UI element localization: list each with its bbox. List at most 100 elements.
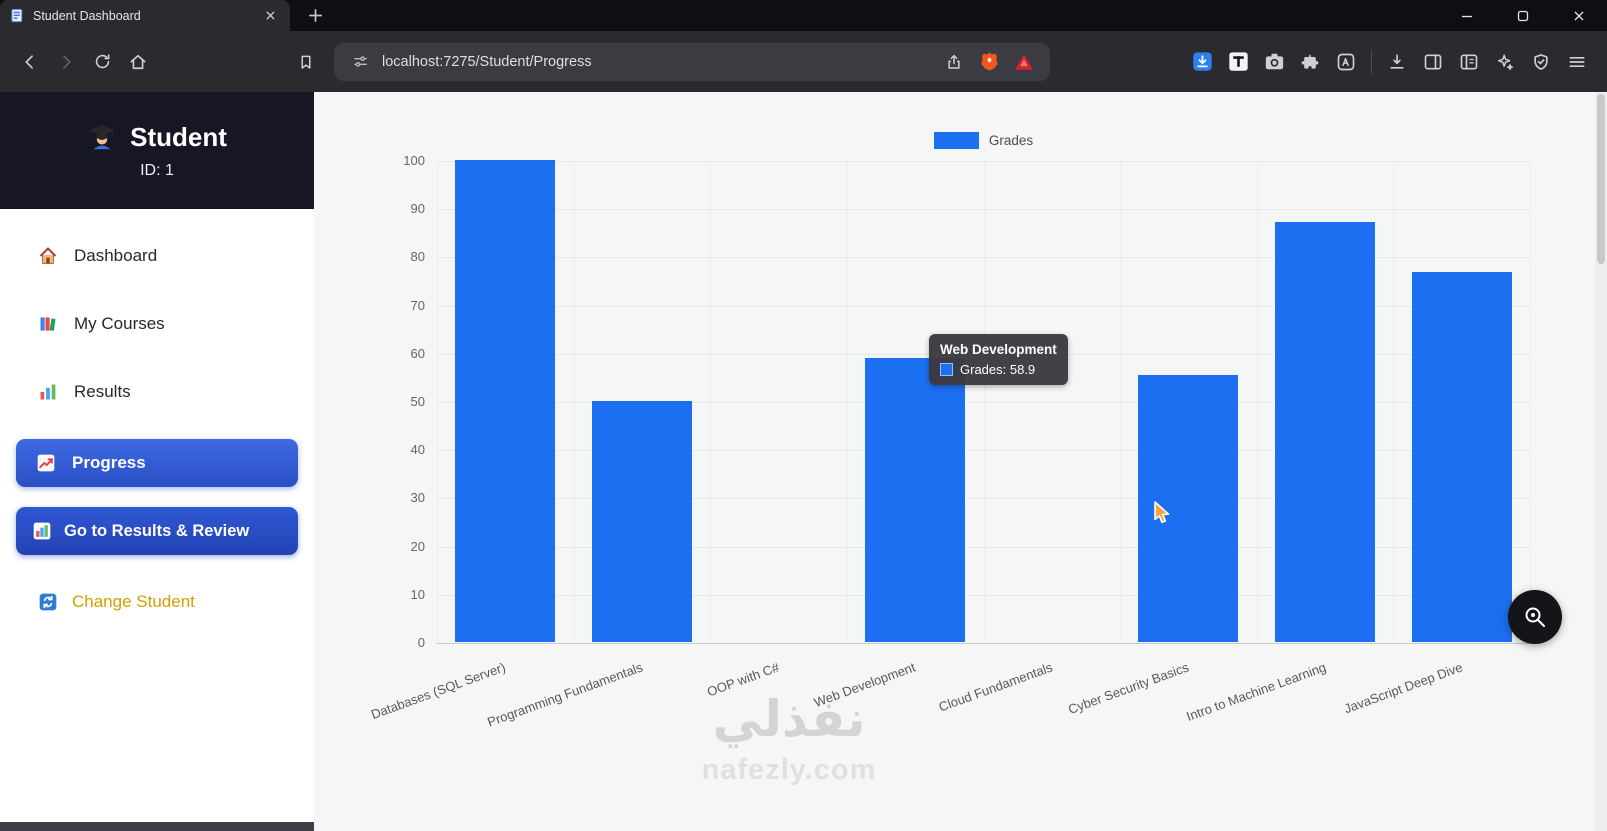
watermark: نفذلي nafezly.com bbox=[634, 690, 944, 787]
reload-button[interactable] bbox=[84, 44, 120, 80]
browser-toolbar: localhost:7275/Student/Progress bbox=[0, 31, 1607, 92]
x-axis-label: Programming Fundamentals bbox=[485, 659, 645, 730]
maximize-button[interactable] bbox=[1495, 0, 1551, 31]
translate-extension-icon[interactable] bbox=[1328, 44, 1364, 80]
sidebar-item-label: Dashboard bbox=[74, 246, 158, 265]
address-bar[interactable]: localhost:7275/Student/Progress bbox=[334, 42, 1050, 81]
y-axis-label: 20 bbox=[410, 538, 425, 554]
y-axis-label: 30 bbox=[410, 490, 425, 506]
change-student-button[interactable]: Change Student bbox=[0, 581, 314, 623]
sidebar-item-results[interactable]: Results bbox=[0, 371, 314, 413]
menu-button[interactable] bbox=[1559, 44, 1595, 80]
minimize-button[interactable] bbox=[1439, 0, 1495, 31]
tooltip-value: Grades: 58.9 bbox=[960, 362, 1036, 377]
bar-databases-sql-server-[interactable] bbox=[455, 160, 556, 642]
page-scrollbar[interactable] bbox=[1595, 92, 1607, 831]
gridline-horizontal bbox=[437, 257, 1530, 259]
t-extension-icon[interactable] bbox=[1220, 44, 1256, 80]
bar-web-development[interactable] bbox=[865, 358, 966, 642]
page-viewport: Student ID: 1 Dashboard My Courses Results… bbox=[0, 92, 1607, 831]
tab-close-icon[interactable] bbox=[260, 6, 280, 26]
share-icon[interactable] bbox=[941, 49, 967, 75]
brave-shields-icon[interactable] bbox=[976, 49, 1002, 75]
close-window-button[interactable] bbox=[1551, 0, 1607, 31]
y-axis-label: 50 bbox=[410, 394, 425, 409]
bar-programming-fundamentals[interactable] bbox=[591, 401, 692, 642]
gridline-horizontal bbox=[437, 161, 1530, 162]
leo-ai-sparkle-icon[interactable] bbox=[1487, 44, 1523, 80]
chart-tooltip: Web Development Grades: 58.9 bbox=[929, 334, 1068, 385]
results-chart-icon bbox=[32, 521, 52, 541]
y-axis-label: 70 bbox=[410, 297, 425, 313]
progress-page: Grades 0 10 20 30 40 50 60 70 80 90 100 Databases (… bbox=[314, 92, 1595, 831]
sidebar-header: Student ID: 1 bbox=[0, 92, 314, 209]
sidebar: Student ID: 1 Dashboard My Courses Results… bbox=[0, 92, 314, 831]
sidebar-title: Student bbox=[130, 121, 227, 152]
bar-intro-to-machine-learning[interactable] bbox=[1275, 221, 1376, 642]
tab-strip: Student Dashboard bbox=[0, 0, 1607, 31]
home-button[interactable] bbox=[120, 44, 156, 80]
gridline-horizontal bbox=[437, 450, 1530, 452]
zoom-button[interactable] bbox=[1508, 590, 1562, 644]
y-axis-label: 10 bbox=[410, 586, 425, 602]
url-text[interactable]: localhost:7275/Student/Progress bbox=[382, 53, 592, 70]
window-controls bbox=[1439, 0, 1607, 31]
refresh-icon bbox=[38, 592, 58, 612]
downloads-icon[interactable] bbox=[1379, 44, 1415, 80]
gridline-vertical bbox=[1530, 161, 1531, 643]
back-button[interactable] bbox=[12, 44, 48, 80]
forward-button[interactable] bbox=[48, 44, 84, 80]
my-courses-icon bbox=[38, 314, 58, 334]
toolbar-separator bbox=[1371, 49, 1372, 74]
screenshot-camera-icon[interactable] bbox=[1256, 44, 1292, 80]
tooltip-title: Web Development bbox=[940, 342, 1057, 357]
scrollbar-thumb[interactable] bbox=[1597, 94, 1605, 264]
gridline-horizontal bbox=[437, 546, 1530, 548]
sidebar-toggle-icon[interactable] bbox=[1415, 44, 1451, 80]
chart-legend[interactable]: Grades bbox=[437, 132, 1530, 149]
sidebar-item-my-courses[interactable]: My Courses bbox=[0, 303, 314, 345]
x-axis-label: Databases (SQL Server) bbox=[369, 659, 508, 723]
tab-title: Student Dashboard bbox=[33, 8, 141, 23]
sidebar-menu: Dashboard My Courses Results Progress bbox=[0, 209, 314, 487]
x-axis-label: Cyber Security Basics bbox=[1066, 659, 1192, 718]
dashboard-icon bbox=[38, 246, 58, 266]
watermark-latin: nafezly.com bbox=[701, 754, 877, 786]
change-student-label: Change Student bbox=[72, 592, 195, 611]
extensions-puzzle-icon[interactable] bbox=[1292, 44, 1328, 80]
sidebar-item-label: Progress bbox=[72, 453, 146, 472]
vpn-shield-icon[interactable] bbox=[1523, 44, 1559, 80]
progress-icon bbox=[36, 453, 56, 473]
reading-mode-icon[interactable] bbox=[1451, 44, 1487, 80]
brave-rewards-icon[interactable] bbox=[1011, 49, 1037, 75]
sidebar-item-label: Results bbox=[74, 382, 131, 401]
go-to-results-button[interactable]: Go to Results & Review bbox=[16, 507, 298, 555]
y-axis-label: 100 bbox=[403, 153, 425, 168]
toolbar-extensions bbox=[1184, 44, 1595, 80]
go-to-results-label: Go to Results & Review bbox=[64, 521, 250, 540]
legend-swatch bbox=[933, 132, 979, 149]
x-axis-label: JavaScript Deep Dive bbox=[1341, 659, 1465, 717]
watermark-arabic: نفذلي bbox=[712, 690, 866, 748]
sidebar-item-progress[interactable]: Progress bbox=[16, 439, 298, 487]
x-axis-label: Intro to Machine Learning bbox=[1183, 659, 1328, 724]
gridline-horizontal bbox=[437, 594, 1530, 596]
sidebar-item-dashboard[interactable]: Dashboard bbox=[0, 235, 314, 277]
sidebar-footer-strip bbox=[0, 822, 314, 831]
gridline-horizontal bbox=[437, 305, 1530, 307]
download-manager-extension-icon[interactable] bbox=[1184, 44, 1220, 80]
student-avatar-icon bbox=[87, 122, 117, 152]
gridline-horizontal bbox=[437, 402, 1530, 403]
x-axis-label: Cloud Fundamentals bbox=[936, 659, 1055, 715]
browser-tab[interactable]: Student Dashboard bbox=[0, 0, 290, 31]
new-tab-button[interactable] bbox=[300, 1, 330, 31]
legend-label: Grades bbox=[988, 133, 1034, 148]
y-axis-label: 40 bbox=[410, 442, 425, 458]
site-settings-icon[interactable] bbox=[347, 49, 373, 75]
bar-javascript-deep-dive[interactable] bbox=[1411, 272, 1512, 642]
mouse-cursor-icon bbox=[1150, 500, 1173, 531]
y-axis-label: 60 bbox=[410, 345, 425, 361]
grades-bar-chart: 0 10 20 30 40 50 60 70 80 90 100 Databases (SQL Ser… bbox=[369, 153, 1531, 730]
bookmarks-icon[interactable] bbox=[288, 44, 324, 80]
tab-favicon bbox=[10, 8, 25, 23]
